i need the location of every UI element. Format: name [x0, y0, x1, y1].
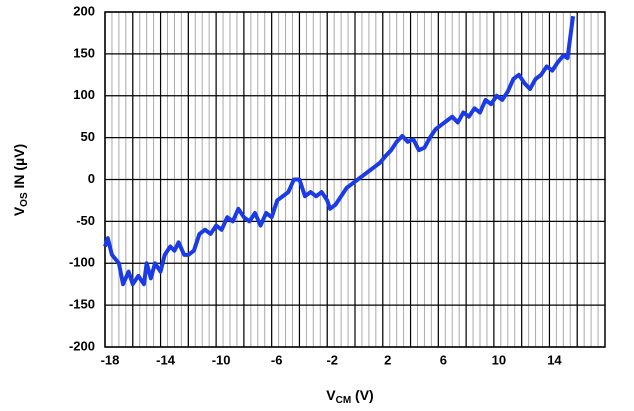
x-axis-title: VCM (V): [326, 387, 373, 406]
x-tick-label: -6: [271, 352, 283, 367]
x-tick-label: 10: [492, 352, 506, 367]
x-tick-label: -18: [101, 352, 120, 367]
y-tick-label: 150: [73, 45, 95, 60]
data-line: [103, 15, 576, 287]
x-tick-label: -2: [326, 352, 338, 367]
y-tick-label: -100: [69, 255, 95, 270]
y-tick-label: 200: [73, 3, 95, 18]
x-tick-label: 2: [384, 352, 391, 367]
x-tick-label: -14: [156, 352, 176, 367]
y-tick-label: 50: [81, 129, 95, 144]
x-tick-label: 14: [547, 352, 562, 367]
y-tick-label: 100: [73, 87, 95, 102]
y-tick-label: 0: [88, 171, 95, 186]
y-tick-label: -150: [69, 297, 95, 312]
y-tick-label: -200: [69, 338, 95, 353]
y-axis-title: VOS IN (µV): [11, 144, 30, 216]
plot-frame: [104, 11, 606, 348]
x-tick-label: -10: [212, 352, 231, 367]
x-tick-label: 6: [440, 352, 447, 367]
y-tick-label: -50: [76, 213, 95, 228]
